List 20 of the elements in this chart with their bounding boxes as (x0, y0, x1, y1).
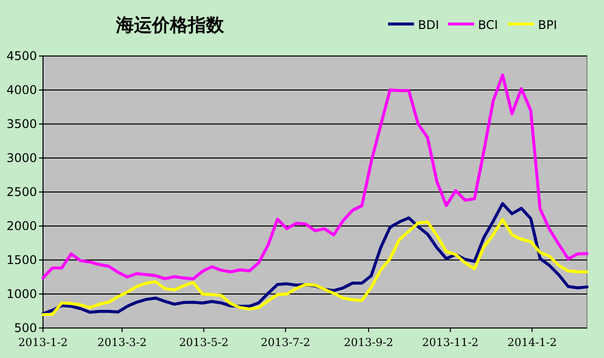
y-tick-label: 1500 (6, 253, 37, 267)
x-tick-label: 2014-1-2 (507, 336, 557, 349)
legend-label: BPI (538, 18, 558, 32)
y-tick-label: 2000 (6, 219, 37, 233)
legend-label: BCI (478, 18, 498, 32)
legend-label: BDI (418, 18, 440, 32)
x-tick-label: 2013-5-2 (179, 336, 229, 349)
x-tick-label: 2013-7-2 (260, 336, 310, 349)
y-tick-label: 4000 (6, 83, 37, 97)
y-tick-label: 500 (14, 321, 37, 335)
y-tick-label: 3500 (6, 117, 37, 131)
y-tick-label: 2500 (6, 185, 37, 199)
x-tick-label: 2013-11-2 (422, 336, 479, 349)
x-tick-label: 2013-3-2 (97, 336, 147, 349)
chart-title: 海运价格指数 (115, 15, 225, 35)
x-tick-label: 2013-9-2 (344, 336, 394, 349)
y-tick-label: 3000 (6, 151, 37, 165)
y-tick-label: 4500 (6, 49, 37, 63)
y-tick-label: 1000 (6, 287, 37, 301)
x-tick-label: 2013-1-2 (18, 336, 68, 349)
